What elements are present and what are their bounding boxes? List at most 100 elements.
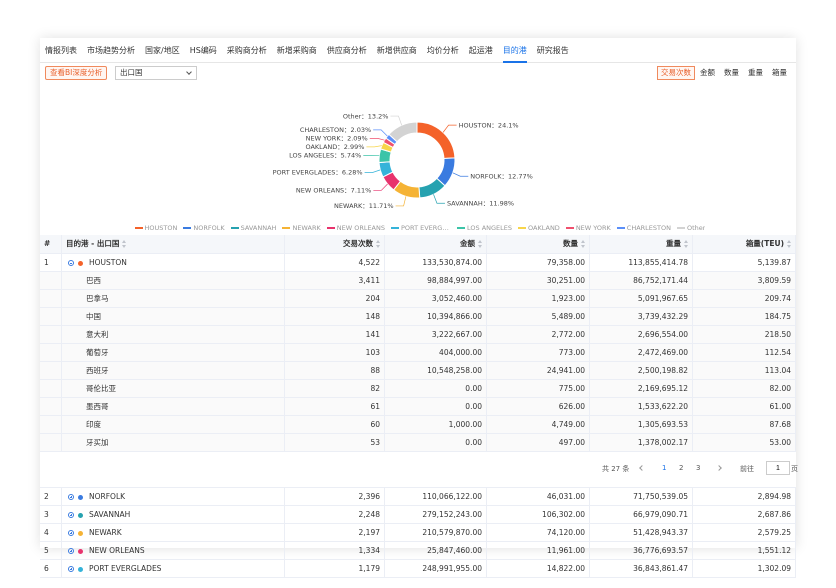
page-number[interactable]: 3: [696, 464, 701, 472]
cell: 113.04: [693, 362, 796, 379]
sort-icon[interactable]: [478, 240, 482, 248]
cell-text: 4,522: [358, 258, 380, 267]
collapse-icon[interactable]: [68, 260, 74, 266]
label-line: [373, 129, 388, 137]
cell: #: [40, 235, 62, 253]
tab[interactable]: 目的港: [502, 38, 527, 63]
cell-text: 24,941.00: [546, 366, 585, 375]
data-label: PORT EVERGLADES：6.28%: [273, 169, 363, 177]
page-number[interactable]: 1: [662, 464, 667, 472]
cell: 248,991,955.00: [385, 560, 487, 577]
cell: 哥伦比亚: [62, 380, 285, 397]
bi-button[interactable]: 查看BI深度分析: [45, 66, 108, 80]
cell-text: 1,533,622.20: [637, 402, 688, 411]
tab[interactable]: 新增采购商: [276, 46, 317, 55]
label-line: [373, 183, 388, 191]
cell: 1,334: [285, 542, 385, 559]
cell: 4,522: [285, 254, 385, 271]
cell-text: 184.75: [764, 312, 791, 321]
expand-icon[interactable]: [68, 530, 74, 536]
cell-text: 2,894.98: [757, 492, 791, 501]
legend-item[interactable]: Other: [677, 224, 705, 232]
cell: 2: [40, 488, 62, 505]
legend-item[interactable]: OAKLAND: [518, 224, 560, 232]
sort-icon[interactable]: [787, 240, 791, 248]
next-page[interactable]: [716, 465, 722, 471]
cell: 葡萄牙: [62, 344, 285, 361]
legend-item[interactable]: NEW YORK: [565, 224, 611, 232]
legend-item[interactable]: PORT EVERGLADES: [391, 224, 451, 232]
cell: 61: [285, 398, 385, 415]
label-line: [395, 196, 407, 207]
legend-item[interactable]: NORFOLK: [183, 224, 225, 232]
cell: 51,428,943.37: [590, 524, 693, 541]
cell: 210,579,870.00: [385, 524, 487, 541]
data-label: CHARLESTON：2.03%: [300, 126, 371, 134]
sort-icon[interactable]: [684, 240, 688, 248]
expand-icon[interactable]: [68, 548, 74, 554]
cell-text: NEWARK: [89, 528, 122, 537]
page-number[interactable]: 2: [679, 464, 684, 472]
cell: 2,169,695.12: [590, 380, 693, 397]
cell: 6: [40, 560, 62, 577]
legend-item[interactable]: CHARLESTON: [616, 224, 671, 232]
metric-toggle[interactable]: 数量: [724, 68, 739, 77]
cell-text: 209.74: [764, 294, 791, 303]
cell-text: 133,530,874.00: [422, 258, 482, 267]
cell: 重量: [590, 235, 693, 253]
label-line: [452, 172, 469, 177]
goto-input[interactable]: [766, 461, 790, 475]
table-row: 4 NEWARK 2,197 210,579,870.00 74,120.00 51,42…: [40, 524, 796, 542]
cell-text: HOUSTON: [89, 258, 127, 267]
tab[interactable]: HS编码: [189, 46, 217, 55]
legend-item[interactable]: LOS ANGELES: [457, 224, 512, 232]
legend-item[interactable]: NEW ORLEANS: [326, 224, 385, 232]
series-dot: [78, 530, 83, 536]
cell: 2,248: [285, 506, 385, 523]
legend-item[interactable]: SAVANNAH: [230, 224, 277, 232]
tab[interactable]: 研究报告: [536, 46, 569, 55]
tab[interactable]: 供应商分析: [326, 46, 367, 55]
cell: PORT EVERGLADES: [62, 560, 285, 577]
metric-toggle[interactable]: 重量: [748, 68, 763, 77]
expand-icon[interactable]: [68, 566, 74, 572]
data-label: Other：13.2%: [343, 112, 389, 120]
cell: 14,822.00: [487, 560, 590, 577]
cell-text: 1: [44, 258, 49, 267]
expand-icon[interactable]: [68, 494, 74, 500]
tab[interactable]: 新增供应商: [376, 46, 417, 55]
cell: 3,739,432.29: [590, 308, 693, 325]
legend-swatch: [518, 227, 527, 229]
cell-text: 60: [370, 420, 380, 429]
select[interactable]: 出口国: [115, 66, 197, 80]
cell: 3,052,460.00: [385, 290, 487, 307]
cell-text: 53.00: [769, 438, 791, 447]
tab[interactable]: 采购商分析: [226, 46, 267, 55]
cell: 0.00: [385, 398, 487, 415]
tab[interactable]: 均价分析: [426, 46, 459, 55]
metric-toggle[interactable]: 金额: [700, 68, 715, 77]
sort-icon[interactable]: [122, 240, 127, 248]
cell-text: 意大利: [86, 330, 109, 339]
metric-toggle[interactable]: 交易次数: [657, 66, 695, 80]
cell: 目的港 - 出口国: [62, 235, 285, 253]
page-unit: 页: [791, 465, 798, 473]
sort-icon[interactable]: [376, 240, 380, 248]
legend-item[interactable]: NEWARK: [282, 224, 321, 232]
cell-text: 5: [44, 546, 49, 555]
tab[interactable]: 情报列表: [45, 46, 77, 55]
metric-toggle[interactable]: 箱量: [772, 68, 787, 77]
expand-icon[interactable]: [68, 512, 74, 518]
sort-icon[interactable]: [581, 240, 585, 248]
cell: [40, 416, 62, 433]
prev-page[interactable]: [639, 465, 645, 471]
tab[interactable]: 起运港: [468, 46, 493, 55]
cell-text: 30,251.00: [546, 276, 585, 285]
tab[interactable]: 市场趋势分析: [87, 46, 135, 55]
tab[interactable]: 国家/地区: [145, 46, 180, 55]
legend-label: SAVANNAH: [240, 224, 277, 232]
legend-label: NEW ORLEANS: [336, 224, 385, 232]
legend-item[interactable]: HOUSTON: [134, 224, 177, 232]
cell-text: 86,752,171.44: [633, 276, 688, 285]
cell: 775.00: [487, 380, 590, 397]
